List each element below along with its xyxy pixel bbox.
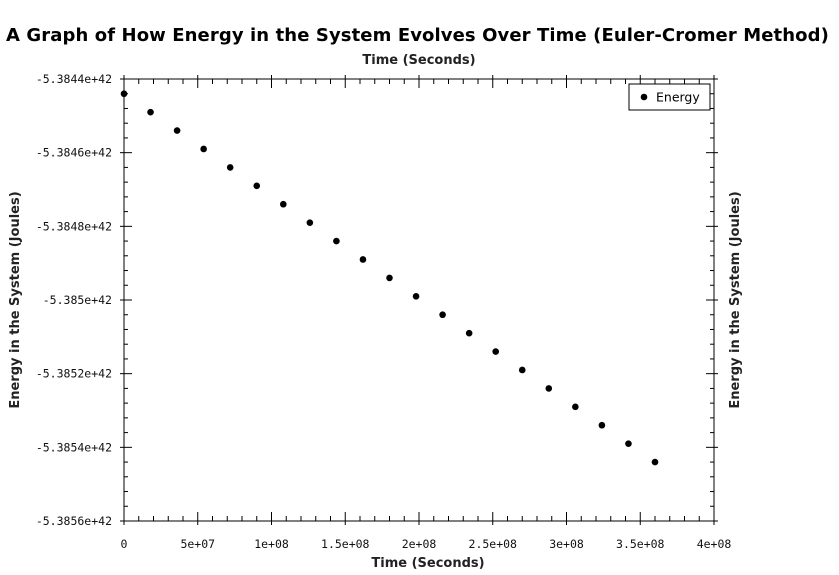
legend: Energy <box>628 83 711 111</box>
x-axis-title: Time (Seconds) <box>371 556 484 571</box>
x-tick-label: 0 <box>121 537 128 551</box>
energy-series <box>120 90 659 466</box>
energy-point <box>306 219 314 226</box>
y-tick-label: -5.3856e+42 <box>36 514 112 528</box>
legend-label-energy: Energy <box>656 90 700 105</box>
legend-marker <box>640 93 648 101</box>
energy-point <box>625 440 632 447</box>
y-tick-label: -5.3852e+42 <box>36 367 112 381</box>
y-tick-label: -5.3848e+42 <box>36 219 112 233</box>
right-axis-title: Energy in the System (Joules) <box>728 191 743 408</box>
major-ticks <box>120 75 718 525</box>
energy-point <box>492 348 500 355</box>
y-tick-label: -5.3854e+42 <box>36 440 112 454</box>
plot-frame <box>123 78 715 522</box>
x-tick-label: 5e+07 <box>180 537 215 551</box>
minor-ticks <box>124 79 714 521</box>
energy-point <box>253 182 261 190</box>
energy-point <box>147 108 154 116</box>
x-tick-label: 1.5e+08 <box>321 537 370 551</box>
energy-point <box>333 237 340 245</box>
y-tick-label: -5.3846e+42 <box>36 146 112 160</box>
energy-point <box>545 385 553 392</box>
top-axis-title: Time (Seconds) <box>362 53 475 68</box>
energy-point <box>651 458 659 466</box>
x-tick-labels: 0 5e+07 1e+08 1.5e+08 2e+08 2.5e+08 3e+08 3.5e+… <box>121 537 732 551</box>
energy-point <box>359 256 367 263</box>
energy-point <box>200 145 207 153</box>
x-tick-label: 3e+08 <box>549 537 584 551</box>
energy-point <box>572 403 579 411</box>
y-tick-label: -5.3844e+42 <box>36 72 112 86</box>
energy-point <box>226 164 234 171</box>
y-axis-title: Energy in the System (Joules) <box>8 191 23 408</box>
x-tick-label: 2e+08 <box>402 537 437 551</box>
x-tick-label: 3.5e+08 <box>616 537 665 551</box>
y-tick-label: -5.385e+42 <box>43 293 112 307</box>
energy-point <box>173 127 181 134</box>
chart-title: A Graph of How Energy in the System Evol… <box>6 25 829 46</box>
energy-point <box>280 200 287 208</box>
x-tick-label: 2.5e+08 <box>469 537 518 551</box>
energy-point <box>120 90 128 98</box>
energy-point <box>465 329 473 337</box>
energy-point <box>518 366 526 374</box>
energy-point <box>412 293 420 300</box>
x-tick-label: 1e+08 <box>254 537 289 551</box>
plot-border <box>123 78 715 522</box>
energy-point <box>598 421 606 429</box>
x-tick-label: 4e+08 <box>697 537 732 551</box>
energy-point <box>386 274 393 282</box>
y-tick-labels: -5.3844e+42 -5.3846e+42 -5.3848e+42 -5.385e… <box>36 72 112 528</box>
energy-point <box>439 311 446 319</box>
